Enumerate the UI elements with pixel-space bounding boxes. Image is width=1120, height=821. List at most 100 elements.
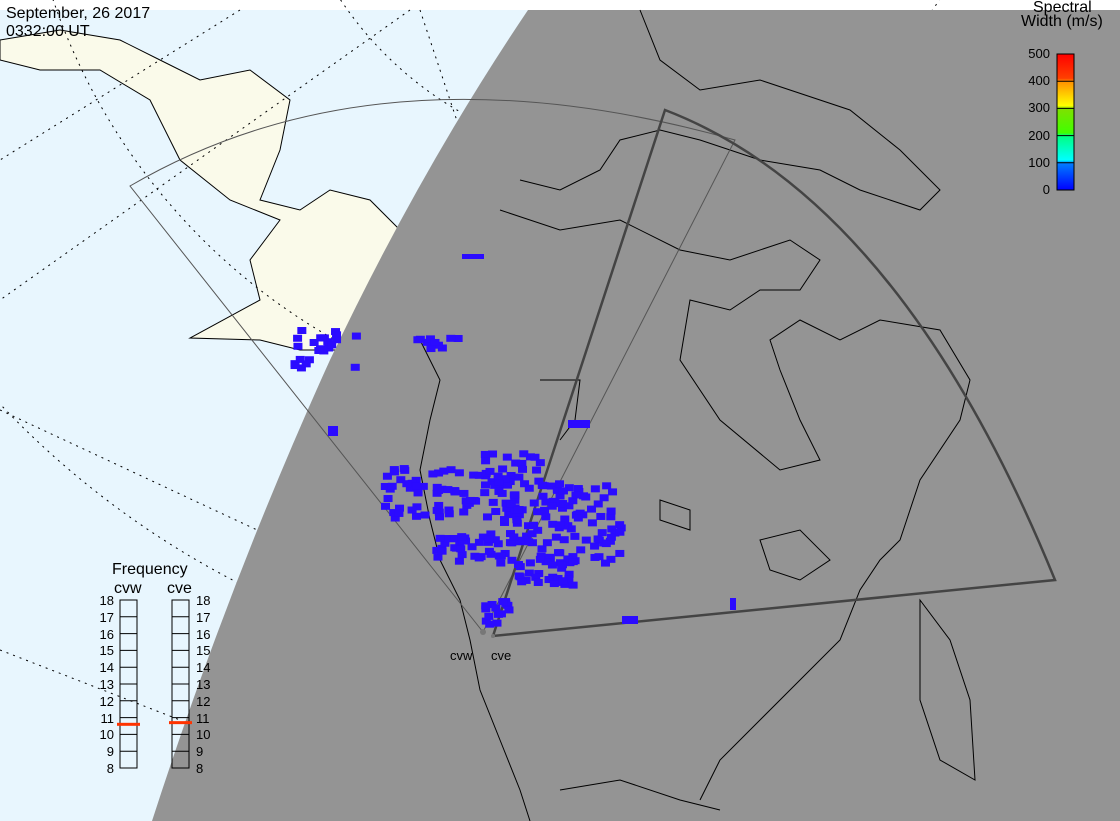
data-cell [491, 508, 501, 516]
data-cell [396, 476, 406, 484]
data-cell [563, 555, 573, 563]
data-cell [441, 535, 451, 543]
data-cell [558, 577, 568, 585]
data-cell [413, 336, 423, 344]
radar-site-cvw [480, 629, 486, 635]
freq-marker-cve [169, 721, 192, 725]
data-cell [380, 482, 390, 490]
data-cell [490, 536, 500, 544]
colorbar-title-2: Width (m/s) [1021, 13, 1103, 30]
data-cell [537, 545, 547, 553]
data-cell [432, 546, 442, 554]
data-cell [581, 536, 591, 544]
data-cell [587, 519, 597, 527]
data-cell [453, 334, 463, 342]
data-cell [497, 489, 507, 497]
data-cell [444, 506, 454, 514]
colorbar-tick: 100 [1028, 154, 1050, 170]
freq-tick: 17 [196, 609, 211, 625]
data-cell [573, 485, 583, 493]
frequency-title: Frequency [112, 561, 188, 578]
data-cell [564, 575, 574, 583]
data-cell [351, 332, 361, 340]
data-cell [480, 489, 490, 497]
data-cell [432, 483, 442, 491]
data-cell [568, 553, 578, 561]
freq-tick: 9 [106, 744, 114, 760]
data-cell [606, 533, 616, 541]
data-cell [382, 472, 392, 480]
data-cell [568, 581, 578, 589]
data-cell [488, 498, 498, 506]
data-cell [541, 558, 551, 566]
data-cell [555, 480, 565, 488]
data-cell [606, 555, 616, 563]
data-cell [407, 479, 417, 487]
freq-tick: 14 [99, 660, 114, 676]
data-cell [466, 496, 476, 504]
data-cell [560, 515, 570, 523]
data-cell [500, 516, 510, 524]
data-cell [564, 502, 574, 510]
radar-label-cve: cve [491, 648, 512, 663]
data-cell [327, 341, 337, 349]
data-cell [381, 502, 391, 510]
data-cell [524, 538, 534, 546]
data-cell [458, 537, 468, 545]
freq-tick: 16 [99, 626, 114, 642]
data-cell [503, 601, 513, 609]
data-cell [418, 482, 428, 490]
data-cell [590, 485, 600, 493]
data-cell [402, 480, 412, 488]
colorbar [1056, 53, 1075, 191]
data-cell [532, 466, 542, 474]
data-cell [449, 534, 459, 542]
data-cell [481, 457, 491, 465]
freq-marker-cvw [117, 722, 140, 726]
freq-tick: 13 [99, 677, 114, 692]
data-cell [593, 535, 603, 543]
data-cell [540, 506, 550, 514]
data-cell [547, 561, 557, 569]
data-cell [533, 508, 543, 516]
data-cell [535, 459, 545, 467]
data-cell [420, 511, 430, 519]
data-cell [503, 481, 513, 489]
data-cell [531, 573, 541, 581]
data-cell [317, 334, 327, 342]
data-cell [593, 500, 603, 508]
data-cell [430, 338, 440, 346]
data-cell [549, 580, 559, 588]
data-cell [295, 355, 305, 363]
data-cell [573, 514, 583, 522]
data-cell [600, 559, 610, 567]
data-cell [350, 363, 360, 371]
data-cell [602, 482, 612, 490]
data-cell [507, 556, 517, 564]
data-cell [524, 569, 534, 577]
data-cell [525, 559, 535, 567]
data-cell [412, 482, 422, 490]
data-cell [599, 494, 609, 502]
freq-tick: 13 [196, 677, 211, 692]
data-cell [558, 487, 568, 495]
data-cell [428, 470, 438, 478]
freq-tick: 11 [196, 710, 210, 726]
data-cell [564, 570, 574, 578]
data-cell [606, 507, 616, 515]
data-cell [505, 478, 515, 486]
data-cell [394, 509, 404, 517]
data-cell [454, 469, 464, 477]
data-cell [435, 534, 445, 542]
data-cell [534, 570, 544, 578]
data-cell [590, 542, 600, 550]
data-cell [552, 486, 562, 494]
frequency-bars [117, 599, 192, 769]
data-cell [541, 513, 551, 521]
freq-tick: 14 [196, 660, 211, 676]
data-cell [501, 499, 511, 507]
data-cell [509, 491, 519, 499]
data-cell [478, 533, 488, 541]
data-cell [529, 499, 539, 507]
data-cell [484, 612, 494, 620]
